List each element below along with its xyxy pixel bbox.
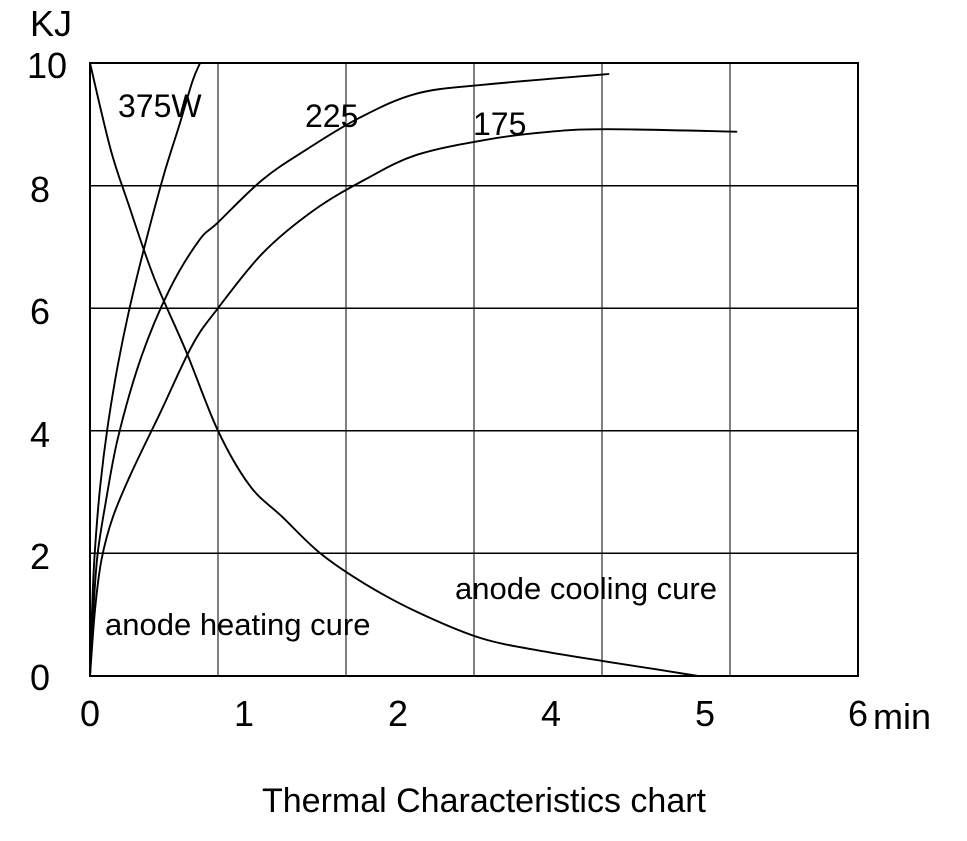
curve-175: [89, 128, 738, 677]
chart-title: Thermal Characteristics chart: [262, 782, 707, 820]
anode-heating-annotation: anode heating cure: [105, 607, 370, 642]
y-tick-label: 0: [30, 657, 50, 698]
x-tick-label: 6: [848, 693, 868, 734]
curve-375w: [89, 62, 202, 677]
curve-label-175: 175: [473, 106, 526, 142]
x-axis-unit-label: min: [873, 696, 931, 737]
x-tick-label: 1: [234, 693, 254, 734]
x-tick-label: 5: [695, 693, 715, 734]
y-tick-label: 2: [30, 536, 50, 577]
x-axis-tick-labels: 0 1 2 4 5 6: [80, 693, 868, 734]
y-tick-label: 6: [30, 291, 50, 332]
plot-border: [89, 62, 859, 677]
y-axis-unit-label: KJ: [30, 3, 72, 44]
y-tick-label: 8: [30, 169, 50, 210]
x-tick-label: 2: [388, 693, 408, 734]
curve-label-225: 225: [305, 98, 358, 134]
x-tick-label: 0: [80, 693, 100, 734]
y-axis-tick-labels: 0 2 4 6 8 10: [27, 45, 67, 698]
curve-anode-cooling-cure: [89, 62, 699, 677]
y-tick-label: 10: [27, 45, 67, 86]
chart-curves: [89, 62, 738, 677]
x-tick-label: 4: [541, 693, 561, 734]
y-tick-label: 4: [30, 414, 50, 455]
chart-frame: [89, 62, 859, 677]
curve-225: [89, 73, 610, 677]
curve-label-375w: 375W: [118, 88, 202, 124]
anode-cooling-annotation: anode cooling cure: [455, 571, 717, 606]
